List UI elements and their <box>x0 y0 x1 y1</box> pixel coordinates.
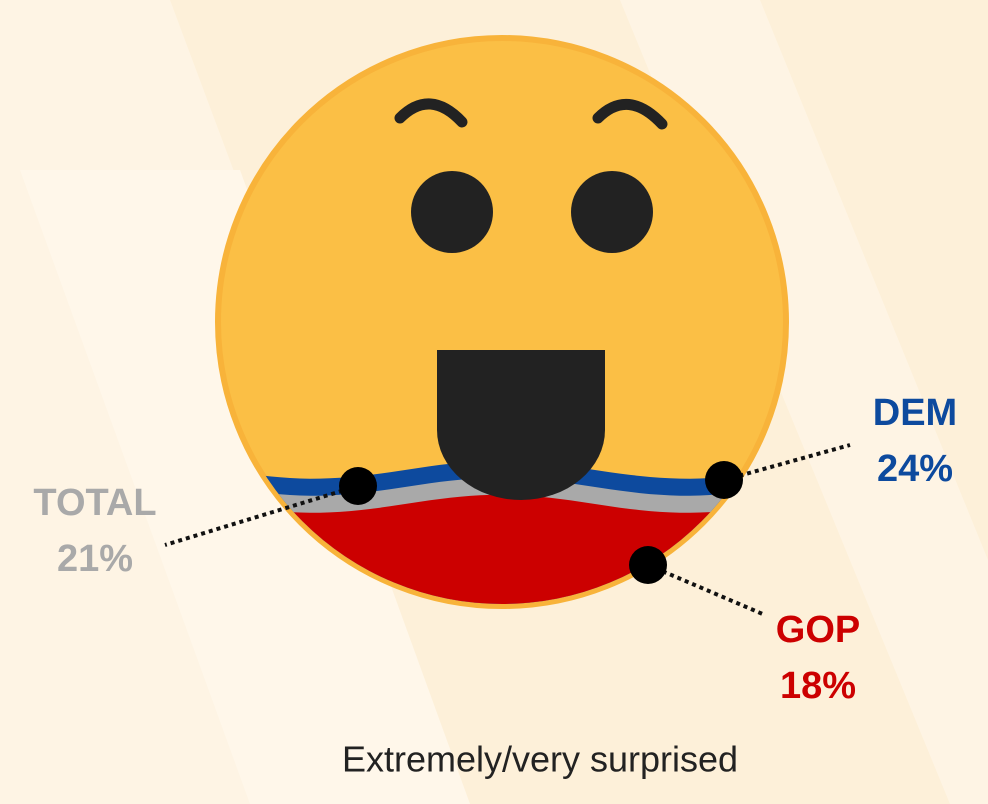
value-label: 24% <box>877 448 953 490</box>
leader-line <box>164 484 359 547</box>
series-name: GOP <box>776 609 860 651</box>
series-name: TOTAL <box>33 482 156 524</box>
marker-dot <box>629 546 667 584</box>
series-name: DEM <box>873 392 957 434</box>
face-features <box>394 98 668 500</box>
value-label: 18% <box>780 665 856 707</box>
face <box>215 35 789 609</box>
labels: DEM 24% TOTAL 21% GOP 18% <box>33 392 957 707</box>
leader-line <box>723 443 851 482</box>
value-label: 21% <box>57 538 133 580</box>
marker-dot <box>339 467 377 505</box>
caption: Extremely/very surprised <box>342 739 738 780</box>
marker-dot <box>705 461 743 499</box>
leader-line <box>647 563 766 617</box>
